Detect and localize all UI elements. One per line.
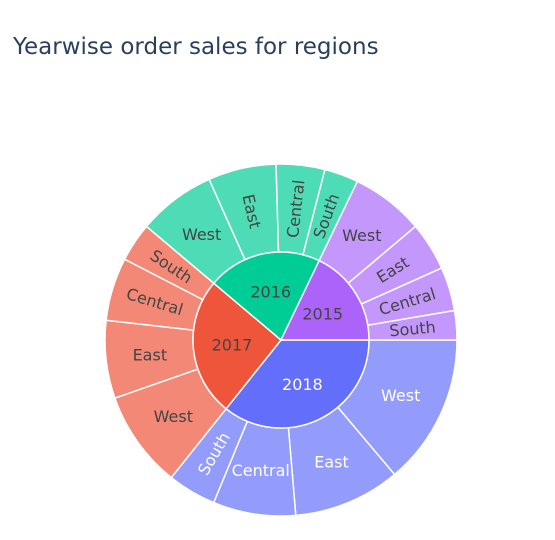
label-2017-east: East (133, 345, 168, 364)
slice-2018[interactable] (225, 339, 370, 429)
label-2016: 2016 (250, 282, 291, 301)
label-2018-central: Central (232, 461, 290, 480)
label-2018: 2018 (282, 375, 323, 394)
label-2018-east: East (314, 452, 349, 471)
label-2018-west: West (381, 386, 420, 405)
label-2016-west: West (182, 225, 221, 244)
slice-2017[interactable] (192, 282, 283, 410)
label-2015-west: West (342, 226, 381, 245)
label-2015-south: South (389, 317, 437, 340)
slice-2016[interactable] (212, 251, 321, 342)
label-2015: 2015 (302, 304, 343, 323)
label-2017: 2017 (212, 335, 253, 354)
label-2017-west: West (154, 407, 193, 426)
slice-2015[interactable] (279, 259, 370, 341)
chart-title: Yearwise order sales for regions (13, 34, 379, 60)
